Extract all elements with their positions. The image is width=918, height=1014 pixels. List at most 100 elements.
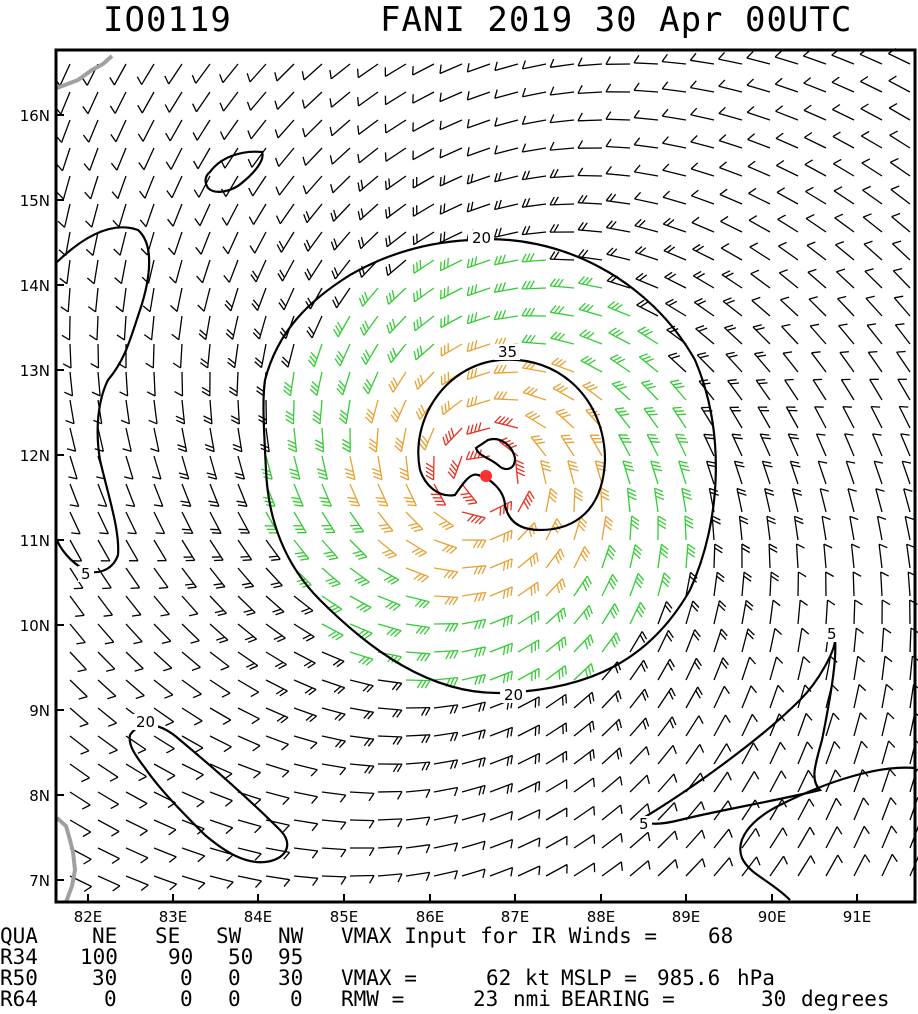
wind-barb-feather xyxy=(605,83,612,93)
wind-barb-feather xyxy=(247,158,253,168)
wind-barb-feather xyxy=(421,762,427,771)
wind-barb xyxy=(607,306,631,317)
wind-barb-feather xyxy=(109,105,116,114)
wind-barb-feather xyxy=(587,666,592,676)
wind-barb-feather xyxy=(389,350,395,360)
wind-barb xyxy=(494,203,519,211)
wind-barb xyxy=(385,119,407,134)
wind-barb-feather xyxy=(559,387,569,393)
wind-barb-feather xyxy=(56,192,64,200)
wind-barb xyxy=(517,809,540,821)
wind-barb-feather xyxy=(558,411,568,416)
wind-barb xyxy=(123,315,127,340)
wind-barb-feather xyxy=(363,711,371,719)
wind-barb xyxy=(175,259,183,284)
wind-barb xyxy=(720,220,743,233)
wind-barb-feather xyxy=(235,476,245,480)
wind-barb xyxy=(62,175,71,200)
wind-barb xyxy=(321,483,332,507)
wind-barb-feather xyxy=(494,61,498,71)
wind-barb-feather xyxy=(425,816,431,826)
wind-barb-feather xyxy=(737,491,747,496)
wind-barb-feather xyxy=(387,577,396,583)
wind-barb-feather xyxy=(588,605,593,615)
wind-barb-feather xyxy=(311,850,319,859)
wind-barb-feather xyxy=(275,611,285,616)
wind-barb-feather xyxy=(318,476,328,481)
wind-barb xyxy=(265,567,283,587)
wind-barb-feather xyxy=(672,406,682,409)
wind-barb xyxy=(903,488,911,513)
wind-barb xyxy=(797,684,806,709)
wind-barb-feather xyxy=(439,233,442,243)
wind-barb-feather xyxy=(384,552,394,557)
wind-barb-feather xyxy=(364,349,371,359)
wind-barb-feather xyxy=(140,884,149,892)
wind-barb-feather xyxy=(191,666,201,672)
wind-barb-feather xyxy=(85,248,94,256)
wind-barb-feather xyxy=(165,132,171,142)
wind-barb-feather xyxy=(712,519,721,525)
wind-barb xyxy=(433,814,458,821)
lon-tick-label: 83E xyxy=(159,908,188,926)
wind-barb-feather xyxy=(311,823,319,832)
wind-barb xyxy=(577,119,603,122)
wind-barb-feather xyxy=(837,295,847,300)
wind-barb xyxy=(785,406,799,429)
wind-barb-feather xyxy=(577,222,584,231)
wind-barb-feather xyxy=(420,404,426,414)
wind-barb xyxy=(149,287,155,312)
wind-barb-feather xyxy=(90,363,99,369)
wind-barb-feather xyxy=(581,276,589,285)
wind-barb xyxy=(69,791,91,806)
wind-barb xyxy=(377,511,394,532)
wind-barb-feather xyxy=(574,491,583,498)
wind-barb-feather xyxy=(423,627,431,635)
wind-barb-feather xyxy=(208,500,218,504)
wind-barb xyxy=(385,91,407,106)
wind-barb-feather xyxy=(792,488,802,492)
wind-barb-feather xyxy=(283,851,291,860)
wind-barb-feather xyxy=(584,640,589,650)
wind-barb xyxy=(849,516,855,541)
wind-barb-feather xyxy=(219,74,224,83)
wind-barb-feather xyxy=(357,210,361,221)
wind-barb-feather xyxy=(474,395,478,405)
wind-barb xyxy=(405,651,430,655)
wind-barb-feather xyxy=(718,106,726,114)
wind-barb-feather xyxy=(552,383,562,389)
wind-barb-feather xyxy=(388,292,393,302)
wind-barb-feather xyxy=(243,609,253,613)
wind-barb-feather xyxy=(474,367,478,378)
wind-barb-feather xyxy=(285,414,294,421)
wind-barb-feather xyxy=(615,721,620,731)
wind-barb-feather xyxy=(466,91,470,101)
wind-barb xyxy=(461,729,486,737)
wind-barb-feather xyxy=(140,248,148,256)
wind-barb-feather xyxy=(698,327,708,332)
wind-barb xyxy=(657,658,671,681)
wind-barb-feather xyxy=(831,76,840,83)
wind-barb xyxy=(629,860,649,877)
wind-barb-feather xyxy=(662,190,670,198)
wind-barb xyxy=(466,399,491,408)
wind-barb xyxy=(601,718,620,737)
wind-barb-feather xyxy=(689,80,697,89)
wind-barb-feather xyxy=(476,539,483,549)
wind-barb-feather xyxy=(373,475,383,481)
wind-barb xyxy=(664,276,687,289)
wind-barb-feather xyxy=(241,582,252,586)
wind-barb-feather xyxy=(474,516,482,524)
wind-barb-feather xyxy=(388,384,394,393)
wind-barb-feather xyxy=(832,103,841,111)
wind-barb-feather xyxy=(868,350,878,353)
wind-barb-feather xyxy=(233,447,243,453)
wind-barb xyxy=(467,147,491,157)
wind-barb-feather xyxy=(634,191,642,200)
wind-barb-feather xyxy=(497,172,502,181)
wind-barb-feather xyxy=(724,714,731,724)
wind-barb-feather xyxy=(778,241,787,247)
wind-barb xyxy=(195,63,211,84)
wind-barb-feather xyxy=(249,665,259,670)
